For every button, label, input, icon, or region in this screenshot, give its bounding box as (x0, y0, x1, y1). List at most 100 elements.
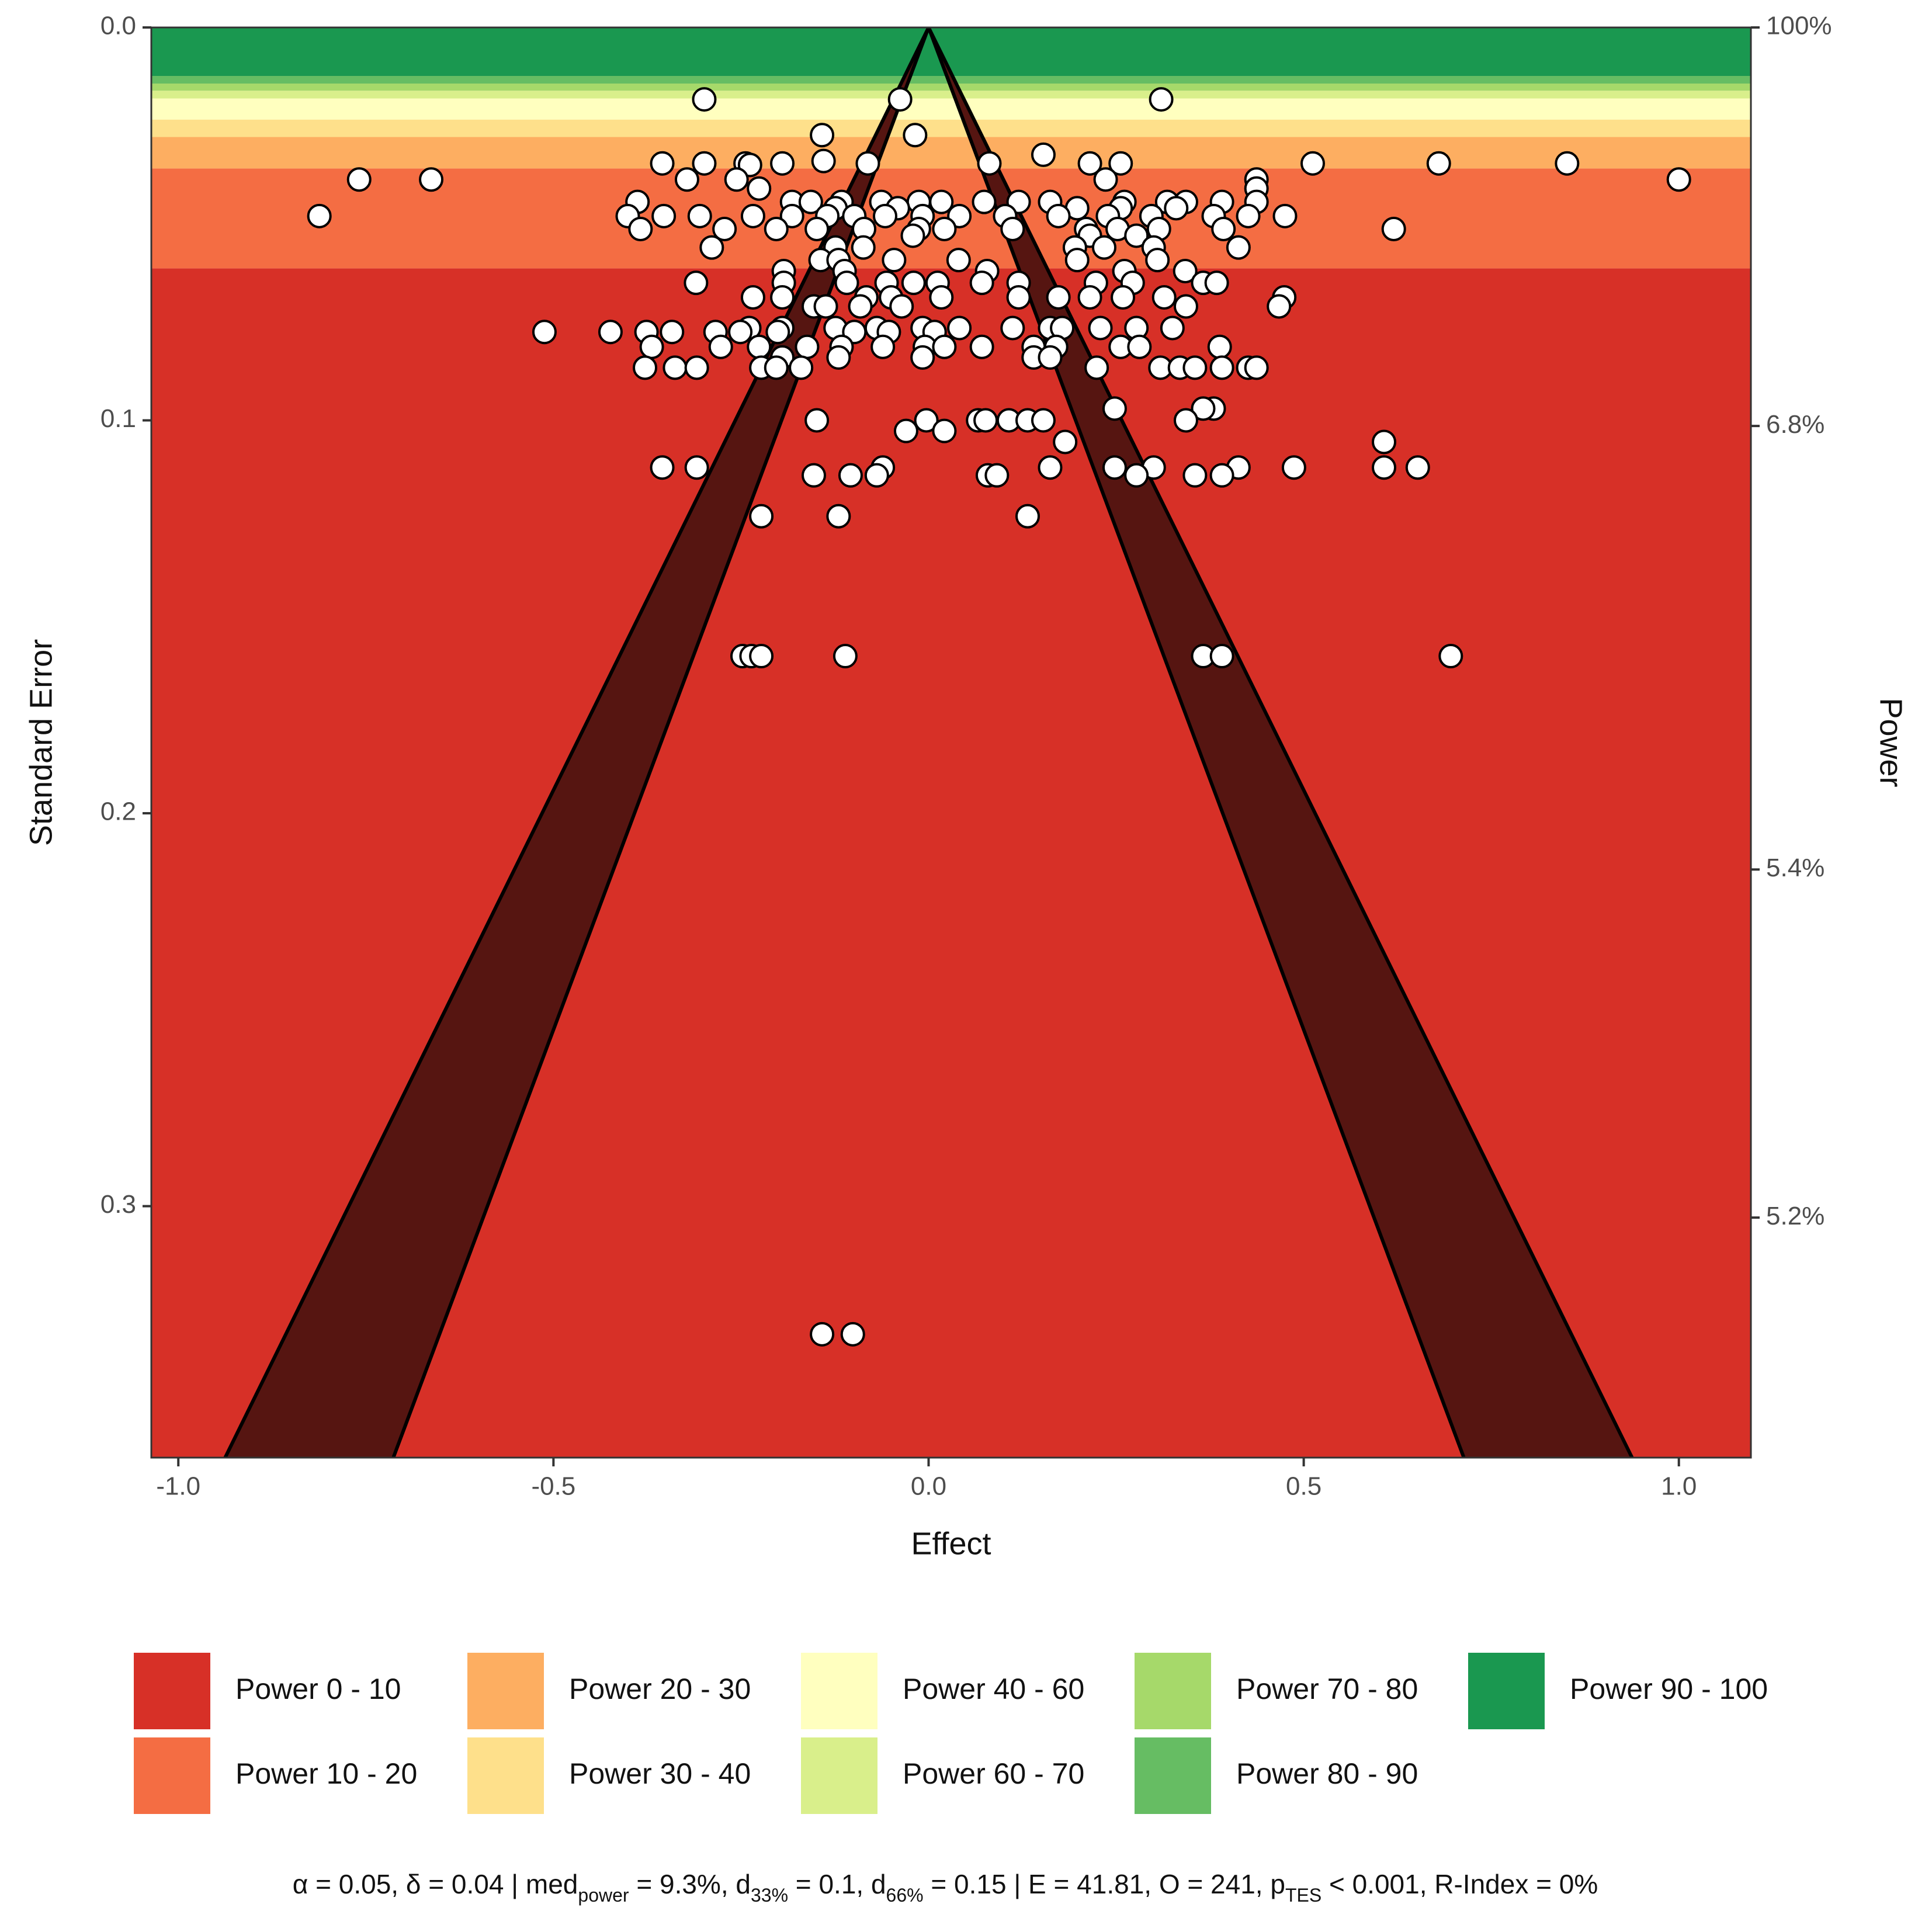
point (1381, 217, 1406, 242)
point (1372, 429, 1397, 455)
point (946, 248, 971, 273)
caption-text: = 0.15 | E = 41.81, O = 241, p (924, 1869, 1285, 1899)
point (1160, 315, 1185, 341)
x-tick-label: -1.0 (156, 1472, 200, 1501)
point (1281, 455, 1306, 480)
legend-key (467, 1737, 544, 1814)
y2-tick-label: 5.2% (1766, 1202, 1825, 1230)
legend-label: Power 70 - 80 (1236, 1673, 1418, 1705)
point (749, 644, 774, 669)
point (969, 334, 994, 359)
axes: -1.0 -0.5 0.0 0.5 1.0 0.0 0.1 0.2 0.3 100% 6.8% 5.4… (100, 12, 1832, 1501)
point (810, 123, 835, 148)
point (914, 408, 939, 433)
point (684, 270, 709, 296)
point (833, 644, 858, 669)
point (903, 123, 928, 148)
funnel-line (223, 27, 931, 1458)
point (929, 189, 954, 214)
x-tick-label: -0.5 (531, 1472, 575, 1501)
point (901, 270, 926, 296)
point (749, 504, 774, 529)
legend-key (801, 1737, 877, 1814)
point (1244, 355, 1269, 380)
point (650, 151, 675, 176)
point (1300, 151, 1326, 176)
point (764, 217, 789, 242)
point (687, 203, 712, 228)
point (1211, 217, 1236, 242)
point (1191, 396, 1216, 421)
point (684, 355, 709, 380)
point (900, 223, 925, 248)
point (651, 203, 677, 228)
caption-subscript: 66% (886, 1885, 924, 1906)
point (972, 189, 997, 214)
point (747, 176, 772, 201)
point (419, 167, 444, 192)
point (840, 1321, 865, 1347)
point (1555, 151, 1580, 176)
power-band (151, 98, 1751, 120)
point (1272, 203, 1298, 228)
caption-subscript: power (578, 1885, 629, 1906)
point (1209, 355, 1234, 380)
point (1209, 463, 1234, 488)
point (1204, 270, 1229, 296)
legend-key (1468, 1653, 1545, 1729)
point (947, 315, 972, 341)
point (1124, 223, 1149, 248)
point (834, 270, 859, 296)
point (747, 334, 772, 359)
point (1426, 151, 1451, 176)
legend-label: Power 30 - 40 (569, 1757, 751, 1790)
point (1046, 203, 1071, 228)
point (984, 463, 1010, 488)
point (639, 334, 664, 359)
caption-text: = 0.1, d (788, 1869, 886, 1899)
power-band (151, 27, 1751, 76)
point (1164, 196, 1189, 221)
point (307, 203, 332, 228)
point (684, 455, 709, 480)
power-band (151, 91, 1751, 99)
point (1088, 315, 1113, 341)
point (764, 355, 789, 380)
point (740, 285, 765, 310)
point (1236, 203, 1261, 228)
point (889, 294, 914, 319)
point (872, 203, 897, 228)
legend-label: Power 80 - 90 (1236, 1757, 1418, 1790)
point (1207, 334, 1232, 359)
legend-key (1135, 1653, 1211, 1729)
point (870, 334, 896, 359)
point (633, 355, 658, 380)
point (1031, 142, 1056, 167)
point (1173, 294, 1198, 319)
power-band (151, 137, 1751, 169)
power-band (151, 119, 1751, 137)
point (882, 248, 907, 273)
caption-subscript: TES (1285, 1885, 1321, 1906)
funnel-line (927, 27, 1634, 1458)
point (1015, 504, 1040, 529)
point (699, 235, 724, 260)
point (692, 87, 717, 112)
point (1077, 151, 1102, 176)
point (1145, 248, 1170, 273)
point (969, 270, 994, 296)
point (1666, 167, 1691, 192)
point (770, 285, 795, 310)
point (932, 217, 957, 242)
legend: Power 0 - 10 Power 10 - 20 Power 20 - 30 Po… (134, 1653, 1768, 1814)
y2-tick-label: 5.4% (1766, 854, 1825, 882)
points (307, 87, 1691, 1347)
point (1031, 408, 1056, 433)
point (798, 189, 823, 214)
point (804, 217, 830, 242)
point (813, 294, 838, 319)
x-tick-label: 1.0 (1661, 1472, 1697, 1501)
point (728, 320, 753, 345)
point (1173, 258, 1198, 283)
point (932, 334, 957, 359)
